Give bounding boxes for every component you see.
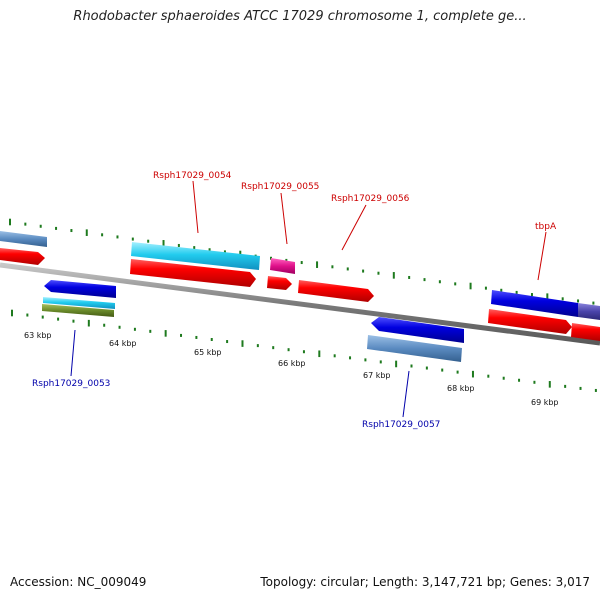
gene-feature[interactable]	[367, 335, 462, 362]
cds-feature-0054[interactable]	[130, 259, 256, 287]
map-title: Rhodobacter sphaeroides ATCC 17029 chrom…	[73, 9, 527, 24]
scale-label: 67 kbp	[363, 371, 391, 380]
gene-label-0055[interactable]: Rsph17029_0055	[241, 182, 319, 192]
leader-line	[341, 204, 367, 251]
gene-label-0056[interactable]: Rsph17029_0056	[331, 194, 410, 204]
cds-feature[interactable]	[0, 248, 45, 265]
scale-label: 68 kbp	[447, 384, 475, 393]
cds-feature-0055[interactable]	[267, 276, 292, 290]
gene-feature[interactable]	[43, 297, 115, 309]
cds-feature-tbpA[interactable]	[488, 309, 572, 334]
accession-info: Accession: NC_009049	[10, 575, 147, 589]
scale-label: 65 kbp	[194, 348, 222, 357]
reverse-strand-genes	[42, 280, 464, 362]
gene-feature-0055[interactable]	[270, 258, 295, 274]
leader-line	[280, 192, 288, 245]
scale-label: 69 kbp	[531, 398, 559, 407]
scale-labels: 63 kbp 64 kbp 65 kbp 66 kbp 67 kbp 68 kb…	[24, 331, 559, 407]
gene-feature[interactable]	[0, 231, 47, 247]
gene-label-tbpA[interactable]: tbpA	[535, 222, 557, 232]
gene-feature-tbpA[interactable]	[491, 290, 578, 317]
genome-summary: Topology: circular; Length: 3,147,721 bp…	[260, 575, 590, 589]
gene-feature[interactable]	[578, 303, 600, 320]
reverse-gene-labels: Rsph17029_0053 Rsph17029_0057	[32, 329, 440, 430]
gene-feature-0054[interactable]	[131, 242, 260, 270]
scale-label: 64 kbp	[109, 339, 137, 348]
cds-feature[interactable]	[571, 323, 600, 341]
leader-line	[70, 329, 76, 377]
forward-strand-genes	[0, 231, 600, 341]
leader-line	[537, 231, 547, 281]
gene-feature-0053[interactable]	[44, 280, 116, 298]
scale-label: 63 kbp	[24, 331, 52, 340]
gene-feature[interactable]	[42, 304, 114, 317]
scale-label: 66 kbp	[278, 359, 306, 368]
cds-feature-0056[interactable]	[298, 280, 374, 302]
gene-feature-0057[interactable]	[371, 317, 464, 343]
chromosome-backbone	[0, 262, 600, 346]
gene-label-0054[interactable]: Rsph17029_0054	[153, 171, 232, 181]
leader-line	[402, 370, 410, 418]
gene-label-0057[interactable]: Rsph17029_0057	[362, 420, 440, 430]
leader-line	[192, 180, 199, 234]
forward-gene-labels: Rsph17029_0054 Rsph17029_0055 Rsph17029_…	[153, 171, 557, 281]
inner-tick-ruler	[11, 309, 597, 392]
gene-label-0053[interactable]: Rsph17029_0053	[32, 379, 110, 389]
